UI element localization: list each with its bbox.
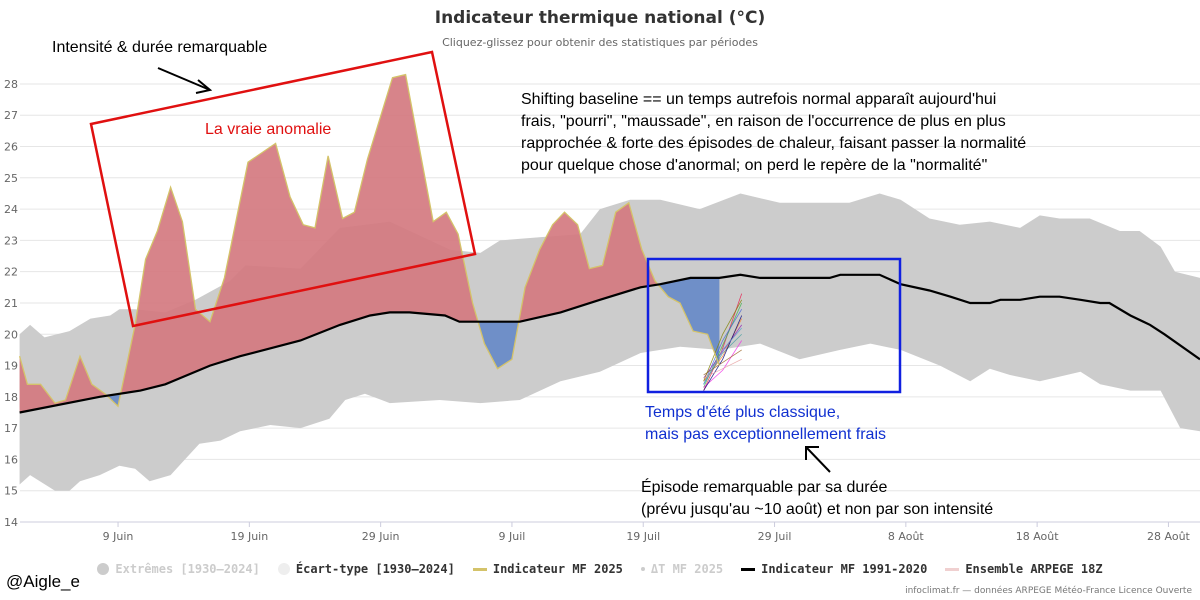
line-icon <box>741 567 756 571</box>
x-tick-label: 29 Juin <box>362 530 400 543</box>
x-tick-label: 9 Juin <box>103 530 134 543</box>
legend-item-mf-1991-2020[interactable]: Indicateur MF 1991-2020 <box>741 562 927 576</box>
ensemble-member-line <box>703 327 743 385</box>
y-tick-label: 19 <box>4 360 18 373</box>
ensemble-member-line <box>703 299 743 382</box>
annotation-line: Temps d'été plus classique, <box>645 404 841 421</box>
legend-item-ecart-type[interactable]: Écart-type [1930–2024] <box>277 562 455 576</box>
annotation-line: pour quelque chose d'anormal; on perd le… <box>521 157 988 174</box>
classic-highlight-box <box>646 257 902 394</box>
legend-item-ensemble[interactable]: Ensemble ARPEGE 18Z <box>945 562 1103 576</box>
dot-icon <box>640 567 645 571</box>
line-icon <box>945 567 960 571</box>
legend-label: ΔT MF 2025 <box>650 562 724 576</box>
ensemble-member-line <box>703 333 742 385</box>
ensemble-member-line <box>703 358 742 379</box>
annotation-line: frais, "pourri", "maussade", en raison d… <box>521 113 1006 130</box>
annotation-line: mais pas exceptionnellement frais <box>645 426 887 443</box>
y-tick-label: 17 <box>4 422 18 435</box>
annotation-line: Shifting baseline == un temps autrefois … <box>521 91 997 108</box>
anomaly-fill-warm <box>19 74 720 413</box>
annotation-classic: Temps d'été plus classique, mais pas exc… <box>645 402 886 446</box>
credit: infoclimat.fr — données ARPEGE Météo-Fra… <box>905 586 1192 596</box>
legend-label: Extrêmes [1930–2024] <box>115 562 260 576</box>
series-line-mf-2025 <box>18 73 721 408</box>
legend-item-extremes[interactable]: Extrêmes [1930–2024] <box>97 562 260 576</box>
annotation-line: rapprochée & forte des épisodes de chale… <box>521 135 1027 152</box>
y-tick-label: 28 <box>4 78 18 91</box>
y-tick-label: 20 <box>4 328 18 341</box>
y-tick-label: 15 <box>4 485 18 498</box>
legend-label: Écart-type [1930–2024] <box>295 562 455 576</box>
dot-icon <box>277 563 290 575</box>
line-icon <box>472 567 487 571</box>
legend-item-delta-t[interactable]: ΔT MF 2025 <box>640 562 724 576</box>
ensemble-lines <box>703 293 743 391</box>
x-tick-label: 19 Juil <box>626 530 660 543</box>
annotation-anomaly: La vraie anomalie <box>205 121 332 138</box>
author-handle: @Aigle_e <box>6 572 80 591</box>
legend: Extrêmes [1930–2024] Écart-type [1930–20… <box>0 562 1200 576</box>
ensemble-member-line <box>703 315 743 391</box>
y-tick-label: 21 <box>4 297 18 310</box>
annotation-line: Épisode remarquable par sa durée <box>641 479 888 496</box>
annotation-intensity: Intensité & durée remarquable <box>52 39 268 56</box>
y-tick-label: 24 <box>4 203 18 216</box>
y-tick-label: 25 <box>4 172 18 185</box>
ensemble-member-line <box>703 340 743 388</box>
arrow-icon <box>805 446 831 473</box>
legend-item-mf-2025[interactable]: Indicateur MF 2025 <box>472 562 623 576</box>
y-tick-label: 18 <box>4 391 18 404</box>
x-tick-label: 19 Juin <box>230 530 268 543</box>
series-line-mf-1991-2020 <box>19 273 1200 414</box>
legend-label: Indicateur MF 2025 <box>492 562 623 576</box>
ensemble-member-line <box>703 324 743 379</box>
ensemble-member-line <box>703 349 742 376</box>
chart-subtitle: Cliquez-glissez pour obtenir des statist… <box>442 36 758 49</box>
chart-title: Indicateur thermique national (°C) <box>434 8 766 28</box>
annotation-line: (prévu jusqu'au ~10 août) et non par son… <box>641 501 994 518</box>
arrow-icon <box>157 67 213 94</box>
x-tick-label: 8 Août <box>888 530 925 543</box>
annotation-shifting-baseline: Shifting baseline == un temps autrefois … <box>521 89 1026 177</box>
y-tick-label: 14 <box>4 516 18 529</box>
x-tick-label: 29 Juil <box>758 530 792 543</box>
dot-icon <box>97 563 110 575</box>
annotation-episode: Épisode remarquable par sa durée (prévu … <box>641 477 993 521</box>
x-tick-label: 28 Août <box>1147 530 1191 543</box>
anomaly-highlight-box <box>89 50 477 328</box>
y-tick-label: 22 <box>4 266 18 279</box>
y-tick-label: 26 <box>4 141 18 154</box>
y-tick-label: 23 <box>4 234 18 247</box>
x-tick-label: 9 Juil <box>499 530 526 543</box>
y-tick-label: 27 <box>4 109 18 122</box>
legend-label: Ensemble ARPEGE 18Z <box>965 562 1103 576</box>
x-tick-label: 18 Août <box>1016 530 1060 543</box>
legend-label: Indicateur MF 1991-2020 <box>761 562 928 576</box>
y-tick-label: 16 <box>4 453 18 466</box>
